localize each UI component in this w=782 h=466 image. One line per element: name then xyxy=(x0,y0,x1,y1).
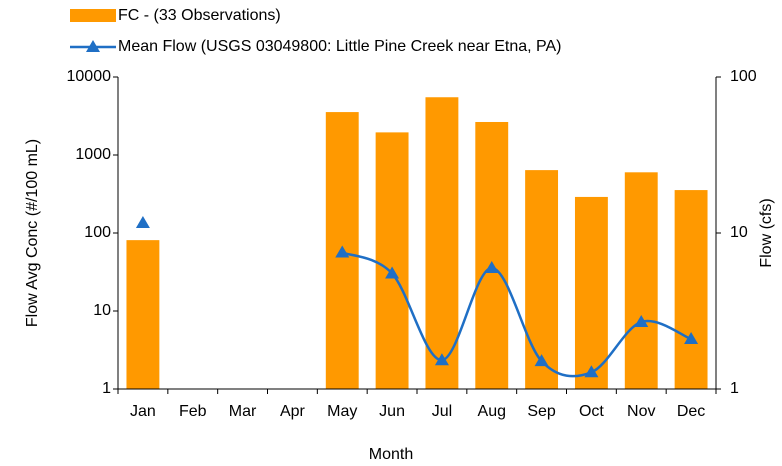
y-tick-label: 1000 xyxy=(75,146,111,163)
bar xyxy=(475,121,509,390)
legend-label: FC - (33 Observations) xyxy=(118,7,281,24)
bar xyxy=(425,97,459,389)
y2-tick-label: 1 xyxy=(730,380,739,397)
x-tick-label: Sep xyxy=(527,403,556,420)
bar xyxy=(624,172,658,389)
x-tick-label: Nov xyxy=(627,403,655,420)
x-tick-label: Aug xyxy=(478,403,506,420)
marker xyxy=(584,365,599,378)
y2-axis-label: Flow (cfs) xyxy=(758,198,775,267)
y2-tick-label: 100 xyxy=(730,68,757,85)
x-axis-label: Month xyxy=(369,446,413,463)
legend-swatch xyxy=(70,9,116,22)
marker xyxy=(634,314,649,327)
line xyxy=(341,251,692,378)
y-tick-label: 100 xyxy=(84,224,111,241)
marker xyxy=(434,353,449,366)
y-tick-label: 10000 xyxy=(67,68,112,85)
marker xyxy=(484,260,499,273)
x-tick-label: Jul xyxy=(432,403,452,420)
marker xyxy=(534,354,549,367)
legend-swatch xyxy=(86,40,100,52)
legend-label: Mean Flow (USGS 03049800: Little Pine Cr… xyxy=(118,38,561,55)
y-axis-label: Flow Avg Conc (#/100 mL) xyxy=(24,139,41,327)
bar xyxy=(375,132,409,389)
x-tick-label: Oct xyxy=(579,403,604,420)
marker xyxy=(385,266,400,279)
bar xyxy=(126,240,160,389)
x-tick-label: Feb xyxy=(179,403,207,420)
marker xyxy=(135,215,150,228)
y2-tick-label: 10 xyxy=(730,224,748,241)
x-tick-label: Dec xyxy=(677,403,705,420)
bar xyxy=(525,170,559,389)
y-tick-label: 10 xyxy=(93,302,111,319)
x-tick-label: Jun xyxy=(379,403,405,420)
marker xyxy=(684,332,699,345)
x-tick-label: Apr xyxy=(280,403,306,420)
x-tick-label: Mar xyxy=(229,403,257,420)
bar xyxy=(674,190,708,389)
y-tick-label: 1 xyxy=(102,380,111,397)
x-tick-label: May xyxy=(327,403,357,420)
marker xyxy=(335,245,350,258)
bar xyxy=(574,196,608,389)
x-tick-label: Jan xyxy=(130,403,156,420)
